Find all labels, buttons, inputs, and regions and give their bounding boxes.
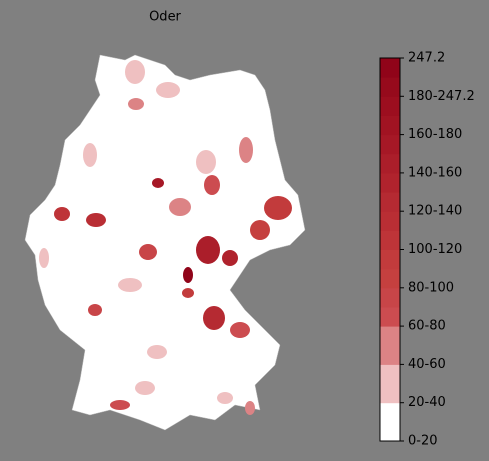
colorbar-label: 180-247.2 bbox=[408, 89, 475, 104]
region bbox=[203, 306, 225, 330]
region bbox=[182, 288, 194, 298]
colorbar-band bbox=[380, 268, 400, 289]
country-outline bbox=[24, 54, 306, 431]
colorbar-band bbox=[380, 402, 400, 442]
colorbar-label: 80-100 bbox=[408, 280, 454, 295]
colorbar-label: 0-20 bbox=[408, 434, 438, 449]
region bbox=[83, 143, 97, 167]
region bbox=[156, 82, 180, 98]
colorbar: 0-20 20-40 40-60 60-80 80-100 100-120 120-140 1… bbox=[379, 51, 475, 449]
region bbox=[54, 207, 70, 221]
colorbar-band bbox=[380, 364, 400, 404]
region bbox=[86, 213, 106, 227]
region bbox=[110, 400, 130, 410]
map-title: Oder bbox=[149, 10, 181, 25]
regions bbox=[39, 60, 292, 415]
region bbox=[125, 60, 145, 84]
colorbar-label: 20-40 bbox=[408, 395, 446, 410]
region bbox=[169, 198, 191, 216]
colorbar-band bbox=[380, 192, 400, 212]
colorbar-band bbox=[380, 58, 400, 78]
region bbox=[135, 381, 155, 395]
colorbar-label: 100-120 bbox=[408, 242, 462, 257]
colorbar-band bbox=[380, 96, 400, 116]
colorbar-band bbox=[380, 230, 400, 250]
region bbox=[147, 345, 167, 359]
colorbar-band bbox=[380, 211, 400, 231]
colorbar-band bbox=[380, 153, 400, 174]
region bbox=[152, 178, 164, 188]
region bbox=[245, 401, 255, 415]
region bbox=[230, 322, 250, 338]
germany-map bbox=[24, 54, 306, 431]
region bbox=[196, 236, 220, 264]
region bbox=[139, 244, 157, 260]
colorbar-band bbox=[380, 287, 400, 308]
region bbox=[264, 196, 292, 220]
region bbox=[217, 392, 233, 404]
colorbar-band bbox=[380, 249, 400, 270]
colorbar-band bbox=[380, 306, 400, 327]
colorbar-band bbox=[380, 172, 400, 193]
colorbar-label: 60-80 bbox=[408, 319, 446, 334]
colorbar-label: 160-180 bbox=[408, 127, 462, 142]
colorbar-label: 140-160 bbox=[408, 165, 462, 180]
colorbar-label: 40-60 bbox=[408, 357, 446, 372]
colorbar-label: 247.2 bbox=[408, 51, 445, 66]
region bbox=[88, 304, 102, 316]
colorbar-band bbox=[380, 134, 400, 155]
region bbox=[204, 175, 220, 195]
region bbox=[196, 150, 216, 174]
region bbox=[222, 250, 238, 266]
region bbox=[118, 278, 142, 292]
region bbox=[239, 137, 253, 163]
colorbar-band bbox=[380, 77, 400, 97]
colorbar-label: 120-140 bbox=[408, 204, 462, 219]
region bbox=[183, 267, 193, 283]
colorbar-band bbox=[380, 115, 400, 136]
region bbox=[250, 220, 270, 240]
colorbar-band bbox=[380, 326, 400, 365]
region bbox=[39, 248, 49, 268]
region bbox=[128, 98, 144, 110]
